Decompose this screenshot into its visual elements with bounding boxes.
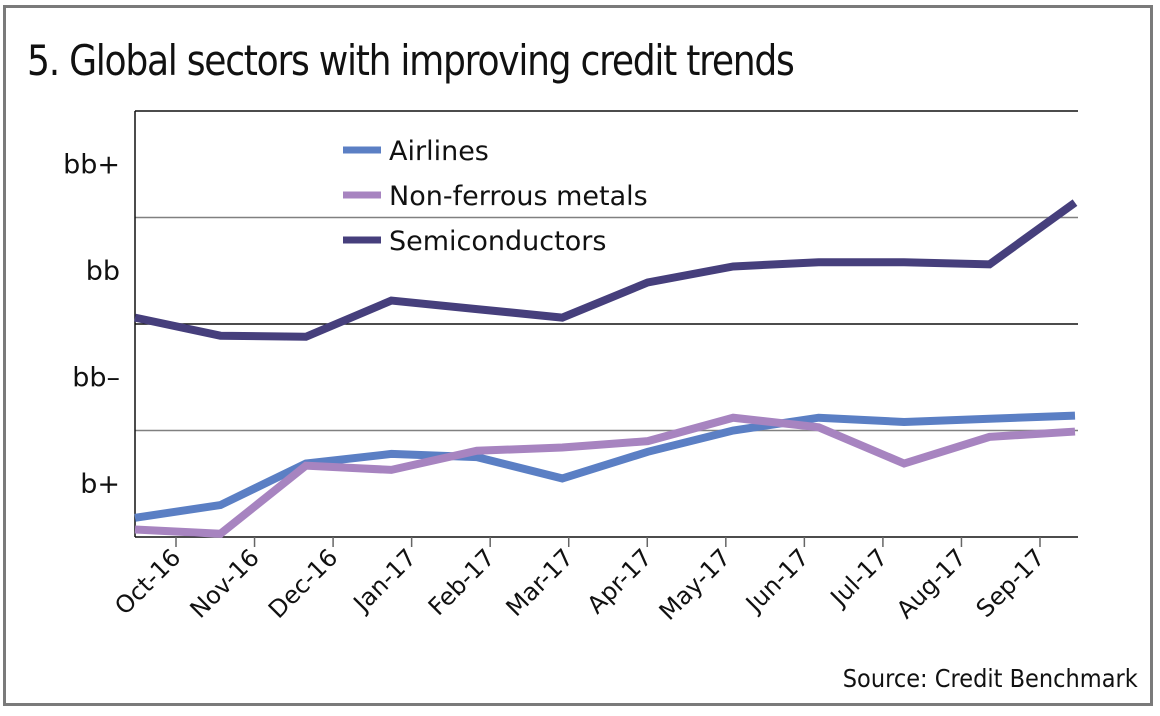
x-tick-label: Jun-17 [739, 543, 814, 618]
x-tick-label: Feb-17 [423, 543, 501, 621]
series-line-semiconductors [134, 199, 1078, 341]
legend-label: Non-ferrous metals [389, 181, 648, 212]
y-tick-label: bb [86, 256, 120, 287]
y-tick-label: b+ [80, 469, 120, 500]
x-tick-label: Oct-16 [109, 543, 186, 620]
x-tick-label: Dec-16 [263, 543, 343, 623]
y-tick-label: bb– [72, 362, 120, 393]
y-tick-label: bb+ [63, 149, 120, 180]
legend: Airlines Non-ferrous metals Semiconductors [343, 136, 648, 257]
series-lines [134, 199, 1078, 538]
source-note: Source: Credit Benchmark [843, 664, 1138, 693]
legend-label: Airlines [389, 136, 489, 167]
gridlines [134, 110, 1078, 537]
x-tick-label: Aug-17 [891, 543, 972, 624]
chart-frame [3, 5, 1153, 706]
x-tick-label: Nov-16 [185, 543, 265, 623]
series-line-non-ferrous-metals [134, 413, 1076, 538]
x-tick-label: Mar-17 [501, 543, 579, 621]
x-tick-label: Sep-17 [971, 543, 1051, 623]
chart-title: 5. Global sectors with improving credit … [27, 36, 795, 85]
y-axis-labels: b+ bb– bb bb+ [63, 149, 120, 500]
legend-label: Semiconductors [389, 226, 606, 257]
x-tick-label: May-17 [654, 543, 736, 625]
series-line-airlines [134, 411, 1076, 522]
x-tick-label: Jan-17 [347, 543, 422, 618]
x-tick-label: Apr-17 [582, 543, 658, 619]
x-tick-label: Jul-17 [824, 543, 893, 612]
